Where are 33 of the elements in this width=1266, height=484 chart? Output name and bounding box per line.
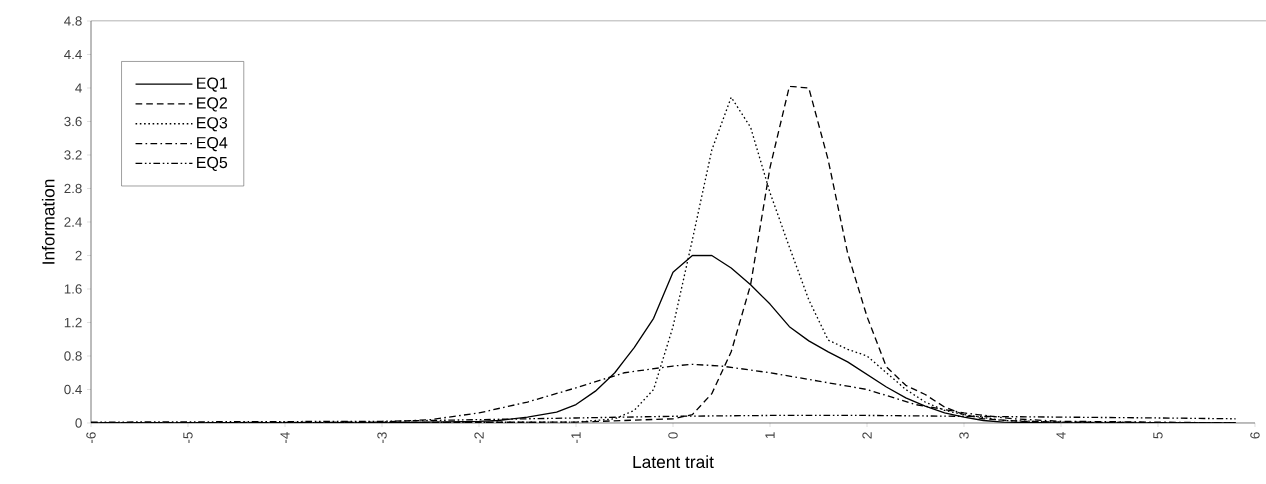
x-tick-label: -2 [474,432,484,443]
x-tick-label: -3 [377,432,387,443]
y-tick-label: 0.4 [64,384,82,395]
x-tick-label: 4 [1056,432,1066,439]
x-tick-label: -1 [571,432,581,443]
x-axis-title: Latent trait [633,455,714,469]
x-tick-label: 5 [1153,432,1163,439]
x-tick-label: 0 [668,432,678,439]
y-tick-label: 4.4 [64,49,82,60]
y-tick-label: 3.2 [64,150,82,160]
y-axis-title: Information [41,179,55,264]
x-tick-label: -6 [86,432,96,443]
x-tick-label: 6 [1250,432,1260,439]
y-tick-label: 3.6 [64,116,82,127]
y-tick-label: 2.4 [64,217,82,227]
y-tick-label: 1.6 [64,284,82,294]
y-tick-label: 4 [75,83,82,93]
legend-label: EQ2 [197,97,227,112]
y-tick-label: 0 [75,418,82,428]
y-tick-label: 1.2 [64,317,82,328]
x-tick-label: 1 [765,432,775,439]
x-tick-label: 2 [862,432,872,439]
x-tick-label: 3 [959,432,969,439]
x-tick-label: -5 [183,432,193,443]
y-tick-label: 4.8 [64,16,82,26]
legend-label: EQ3 [197,117,228,132]
x-tick-label: -4 [280,432,290,443]
y-tick-label: 2.8 [64,183,82,194]
legend-label: EQ4 [197,136,228,152]
legend-label: EQ1 [197,77,228,92]
legend-label: EQ5 [197,156,228,172]
y-tick-label: 2 [75,250,82,261]
y-tick-label: 0.8 [64,351,82,361]
